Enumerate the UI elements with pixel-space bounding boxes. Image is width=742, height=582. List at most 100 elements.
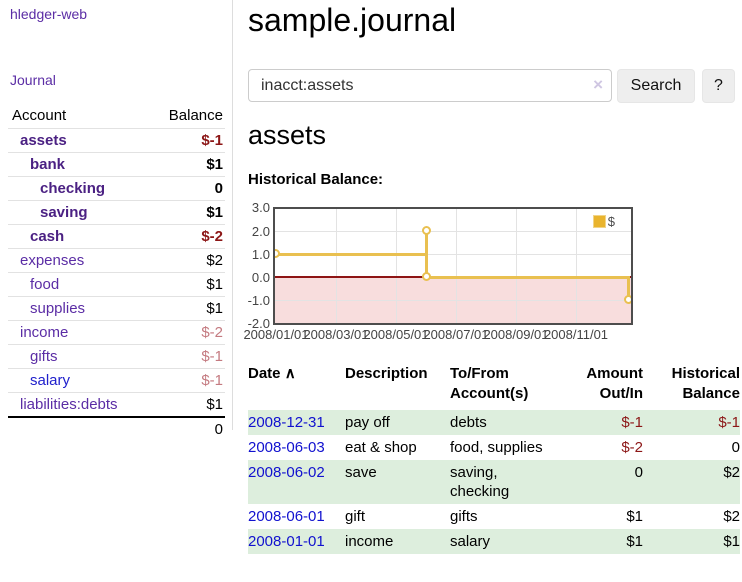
account-row-checking: checking 0: [8, 176, 225, 201]
transaction-balance: $2: [723, 464, 740, 481]
help-button[interactable]: ?: [702, 69, 735, 103]
sidebar-item-journal[interactable]: Journal: [10, 72, 56, 88]
gridline: [576, 209, 577, 323]
transaction-row: 2008-06-01 gift gifts $1 $2: [248, 504, 740, 529]
account-link-cash[interactable]: cash: [30, 228, 65, 245]
page-title: sample.journal: [248, 2, 457, 38]
balance-line-segment: [425, 275, 630, 279]
balance-line-segment: [627, 277, 630, 300]
account-link-saving[interactable]: saving: [40, 204, 88, 221]
account-column-header: Account: [12, 107, 67, 124]
balance-column-header: Historical Balance: [643, 362, 740, 410]
account-link-gifts[interactable]: gifts: [30, 348, 58, 365]
account-row-gifts: gifts $-1: [8, 344, 225, 369]
accounts-total-value: 0: [148, 416, 225, 441]
account-balance: $-2: [148, 320, 225, 345]
balance-header-line2: Balance: [682, 385, 740, 402]
transaction-description: income: [345, 533, 394, 550]
accounts-balance-table: Account Balance assets $-1 bank $1 check…: [8, 104, 225, 441]
account-row-assets: assets $-1: [8, 128, 225, 153]
transaction-accounts: salary: [450, 533, 491, 550]
accounts-column-header: To/From Account(s): [450, 362, 562, 410]
accounts-table-header: Account Balance: [8, 104, 225, 129]
transaction-date-link[interactable]: 2008-01-01: [248, 533, 325, 550]
sort-ascending-icon: ∧: [284, 365, 296, 382]
plot-area: $: [273, 207, 633, 325]
transaction-date-link[interactable]: 2008-06-02: [248, 464, 325, 481]
data-point-marker: [275, 249, 280, 258]
account-balance: $1: [148, 200, 225, 225]
account-balance: 0: [148, 176, 225, 201]
transaction-row: 2008-12-31 pay off debts $-1 $-1: [248, 410, 740, 435]
search-button[interactable]: Search: [617, 69, 695, 103]
gridline: [396, 209, 397, 323]
data-point-marker: [422, 272, 431, 281]
account-row-liabilities-debts: liabilities:debts $1: [8, 392, 225, 417]
sidebar: hledger-web Journal Account Balance asse…: [0, 0, 233, 441]
account-link-checking[interactable]: checking: [40, 180, 106, 197]
main-content: sample.journal × Search ? assets Histori…: [243, 0, 742, 582]
account-link-expenses[interactable]: expenses: [20, 252, 85, 269]
x-axis-tick: 2008/07/01: [423, 327, 489, 342]
x-axis-tick: 2008/01/01: [243, 327, 309, 342]
account-heading: assets: [248, 120, 327, 150]
balance-column-header: Balance: [168, 107, 223, 124]
app-title-link[interactable]: hledger-web: [10, 6, 88, 22]
transaction-amount: $-1: [621, 414, 643, 431]
data-point-marker: [624, 295, 631, 304]
transaction-amount: $1: [626, 508, 643, 525]
account-row-income: income $-2: [8, 320, 225, 345]
balance-header-line1: Historical: [671, 365, 740, 382]
accounts-header-line1: To/From: [450, 365, 509, 382]
historical-balance-chart: 3.0 2.0 1.0 0.0 -1.0 -2.0: [243, 200, 742, 350]
transaction-date-link[interactable]: 2008-06-03: [248, 439, 325, 456]
account-link-assets[interactable]: assets: [20, 132, 67, 149]
transaction-description: eat & shop: [345, 439, 417, 456]
transaction-description: save: [345, 464, 377, 481]
search-form: × Search ?: [248, 69, 740, 105]
description-column-header: Description: [345, 365, 428, 382]
transaction-row: 2008-06-03 eat & shop food, supplies $-2…: [248, 435, 740, 460]
account-row-bank: bank $1: [8, 152, 225, 177]
account-row-cash: cash $-2: [8, 224, 225, 249]
gridline: [275, 231, 631, 232]
register-table: Date ∧ Description To/From Account(s) Am…: [248, 362, 740, 554]
account-row-expenses: expenses $2: [8, 248, 225, 273]
balance-line-segment: [425, 231, 428, 277]
chart-legend: $: [592, 214, 615, 229]
transaction-balance: $1: [723, 533, 740, 550]
transaction-balance: 0: [731, 439, 740, 456]
y-axis-tick: 2.0: [251, 224, 270, 239]
account-link-salary[interactable]: salary: [30, 372, 71, 389]
account-link-supplies[interactable]: supplies: [30, 300, 86, 317]
transaction-description: pay off: [345, 414, 390, 431]
y-axis-tick: 0.0: [251, 270, 270, 285]
account-link-food[interactable]: food: [30, 276, 60, 293]
accounts-total-row: 0: [8, 416, 225, 441]
y-axis-tick: 1.0: [251, 247, 270, 262]
data-point-marker: [422, 226, 431, 235]
balance-line-segment: [275, 252, 427, 256]
gridline: [516, 209, 517, 323]
account-balance: $1: [148, 272, 225, 297]
account-link-bank[interactable]: bank: [30, 156, 66, 173]
register-header-row: Date ∧ Description To/From Account(s) Am…: [248, 362, 740, 410]
transaction-date-link[interactable]: 2008-12-31: [248, 414, 325, 431]
x-axis-tick: 2008/11/01: [543, 327, 609, 342]
date-column-header[interactable]: Date ∧: [248, 362, 345, 410]
clear-search-icon[interactable]: ×: [593, 75, 603, 94]
account-link-liabilities-debts[interactable]: liabilities:debts: [20, 396, 118, 413]
transaction-date-link[interactable]: 2008-06-01: [248, 508, 325, 525]
account-link-income[interactable]: income: [20, 324, 69, 341]
chart-title: Historical Balance:: [248, 171, 384, 188]
amount-header-line1: Amount: [586, 365, 643, 382]
gridline: [275, 254, 631, 255]
legend-label: $: [607, 214, 615, 229]
transaction-accounts: saving, checking: [450, 464, 510, 500]
gridline: [275, 300, 631, 301]
amount-header-line2: Out/In: [599, 385, 643, 402]
transaction-amount: $1: [626, 533, 643, 550]
search-input[interactable]: [248, 69, 612, 102]
accounts-header-line2: Account(s): [450, 385, 529, 402]
amount-column-header: Amount Out/In: [562, 362, 643, 410]
